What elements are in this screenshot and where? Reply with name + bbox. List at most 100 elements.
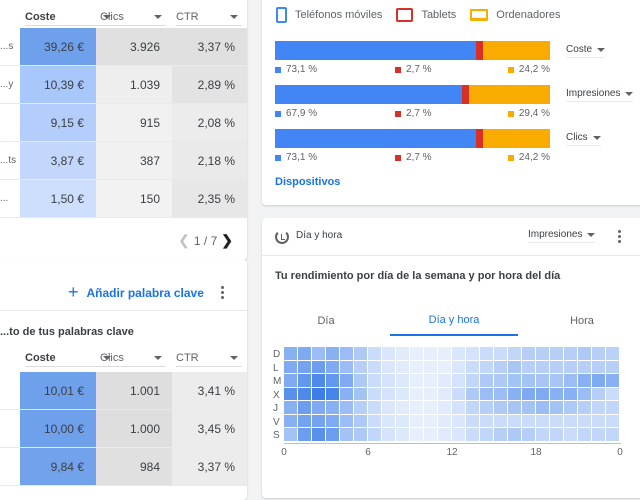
heatmap-cell[interactable] [340, 360, 353, 373]
heatmap-cell[interactable] [494, 428, 507, 441]
heatmap-cell[interactable] [550, 374, 563, 387]
heatmap-cell[interactable] [424, 347, 437, 360]
heatmap-cell[interactable] [452, 401, 465, 414]
heatmap-cell[interactable] [382, 401, 395, 414]
chevron-left-icon[interactable]: ❮ [178, 232, 190, 248]
column-header-ctr[interactable]: CTR [176, 349, 242, 367]
heatmap-cell[interactable] [564, 387, 577, 400]
heatmap-cell[interactable] [494, 360, 507, 373]
heatmap-cell[interactable] [508, 347, 521, 360]
legend-tablet[interactable]: Tablets [396, 8, 456, 22]
heatmap-cell[interactable] [438, 387, 451, 400]
heatmap-cell[interactable] [564, 428, 577, 441]
metric-dropdown[interactable]: Impresiones [528, 229, 596, 243]
column-header-coste[interactable]: Coste [25, 349, 115, 367]
heatmap-cell[interactable] [312, 414, 325, 427]
heatmap-cell[interactable] [424, 360, 437, 373]
segment-mobile[interactable] [275, 41, 477, 60]
heatmap-cell[interactable] [536, 347, 549, 360]
heatmap-cell[interactable] [536, 360, 549, 373]
segment-desktop[interactable] [483, 129, 550, 148]
tab-dia[interactable]: Día [317, 315, 335, 327]
heatmap-cell[interactable] [298, 347, 311, 360]
heatmap-cell[interactable] [368, 414, 381, 427]
heatmap-cell[interactable] [522, 360, 535, 373]
legend-desktop[interactable]: Ordenadores [470, 9, 561, 21]
heatmap-cell[interactable] [606, 387, 619, 400]
heatmap-cell[interactable] [340, 347, 353, 360]
column-header-coste[interactable]: Coste [25, 8, 115, 26]
heatmap-cell[interactable] [354, 428, 367, 441]
heatmap-cell[interactable] [480, 387, 493, 400]
heatmap-cell[interactable] [410, 428, 423, 441]
heatmap-cell[interactable] [466, 428, 479, 441]
heatmap-cell[interactable] [424, 428, 437, 441]
heatmap-cell[interactable] [410, 360, 423, 373]
heatmap-cell[interactable] [368, 428, 381, 441]
segment-tablet[interactable] [476, 129, 484, 148]
heatmap-cell[interactable] [298, 374, 311, 387]
heatmap-cell[interactable] [312, 360, 325, 373]
heatmap-cell[interactable] [382, 387, 395, 400]
heatmap-cell[interactable] [550, 347, 563, 360]
table-row[interactable]: 9,15 €915 2,08 % [0, 104, 247, 142]
add-keyword-button[interactable]: + Añadir palabra clave [68, 282, 204, 302]
segment-tablet[interactable] [476, 41, 484, 60]
heatmap-cell[interactable] [326, 401, 339, 414]
tab-hora[interactable]: Hora [570, 315, 594, 327]
heatmap-cell[interactable] [480, 414, 493, 427]
heatmap-cell[interactable] [494, 401, 507, 414]
heatmap-cell[interactable] [340, 428, 353, 441]
metric-dropdown[interactable]: Coste [566, 44, 606, 58]
more-vert-icon[interactable] [220, 286, 224, 299]
heatmap-cell[interactable] [494, 387, 507, 400]
heatmap-cell[interactable] [396, 428, 409, 441]
heatmap-cell[interactable] [452, 360, 465, 373]
heatmap-cell[interactable] [382, 347, 395, 360]
heatmap-cell[interactable] [284, 347, 297, 360]
heatmap-cell[interactable] [522, 414, 535, 427]
more-vert-icon[interactable] [617, 230, 621, 243]
heatmap-cell[interactable] [410, 347, 423, 360]
heatmap-cell[interactable] [382, 414, 395, 427]
devices-link[interactable]: Dispositivos [275, 176, 341, 188]
heatmap-cell[interactable] [424, 414, 437, 427]
heatmap-cell[interactable] [396, 387, 409, 400]
heatmap-cell[interactable] [550, 414, 563, 427]
heatmap-cell[interactable] [382, 374, 395, 387]
heatmap-cell[interactable] [382, 360, 395, 373]
heatmap-cell[interactable] [284, 374, 297, 387]
heatmap-cell[interactable] [354, 387, 367, 400]
heatmap-cell[interactable] [466, 347, 479, 360]
heatmap-cell[interactable] [410, 401, 423, 414]
heatmap-cell[interactable] [340, 414, 353, 427]
heatmap-cell[interactable] [340, 387, 353, 400]
heatmap-cell[interactable] [536, 428, 549, 441]
table-row[interactable]: 10,01 €1.001 3,41 % [0, 372, 247, 410]
heatmap-cell[interactable] [284, 387, 297, 400]
heatmap-cell[interactable] [508, 374, 521, 387]
heatmap-cell[interactable] [298, 387, 311, 400]
heatmap-cell[interactable] [298, 414, 311, 427]
heatmap-cell[interactable] [578, 347, 591, 360]
heatmap-cell[interactable] [466, 374, 479, 387]
heatmap-cell[interactable] [298, 428, 311, 441]
heatmap-cell[interactable] [410, 414, 423, 427]
heatmap-cell[interactable] [438, 347, 451, 360]
heatmap-cell[interactable] [522, 401, 535, 414]
heatmap-cell[interactable] [396, 374, 409, 387]
heatmap-cell[interactable] [424, 387, 437, 400]
heatmap-cell[interactable] [410, 374, 423, 387]
heatmap-cell[interactable] [438, 401, 451, 414]
heatmap-cell[interactable] [522, 347, 535, 360]
metric-dropdown[interactable]: Clics [566, 132, 601, 146]
column-header-clics[interactable]: Clics [100, 8, 166, 26]
legend-mobile[interactable]: Teléfonos móviles [276, 7, 382, 23]
heatmap-cell[interactable] [354, 360, 367, 373]
heatmap-cell[interactable] [326, 374, 339, 387]
heatmap-cell[interactable] [326, 387, 339, 400]
table-row[interactable]: ...s 39,26 €3.926 3,37 % [0, 28, 247, 66]
heatmap-cell[interactable] [606, 374, 619, 387]
heatmap-cell[interactable] [284, 401, 297, 414]
heatmap-cell[interactable] [452, 387, 465, 400]
